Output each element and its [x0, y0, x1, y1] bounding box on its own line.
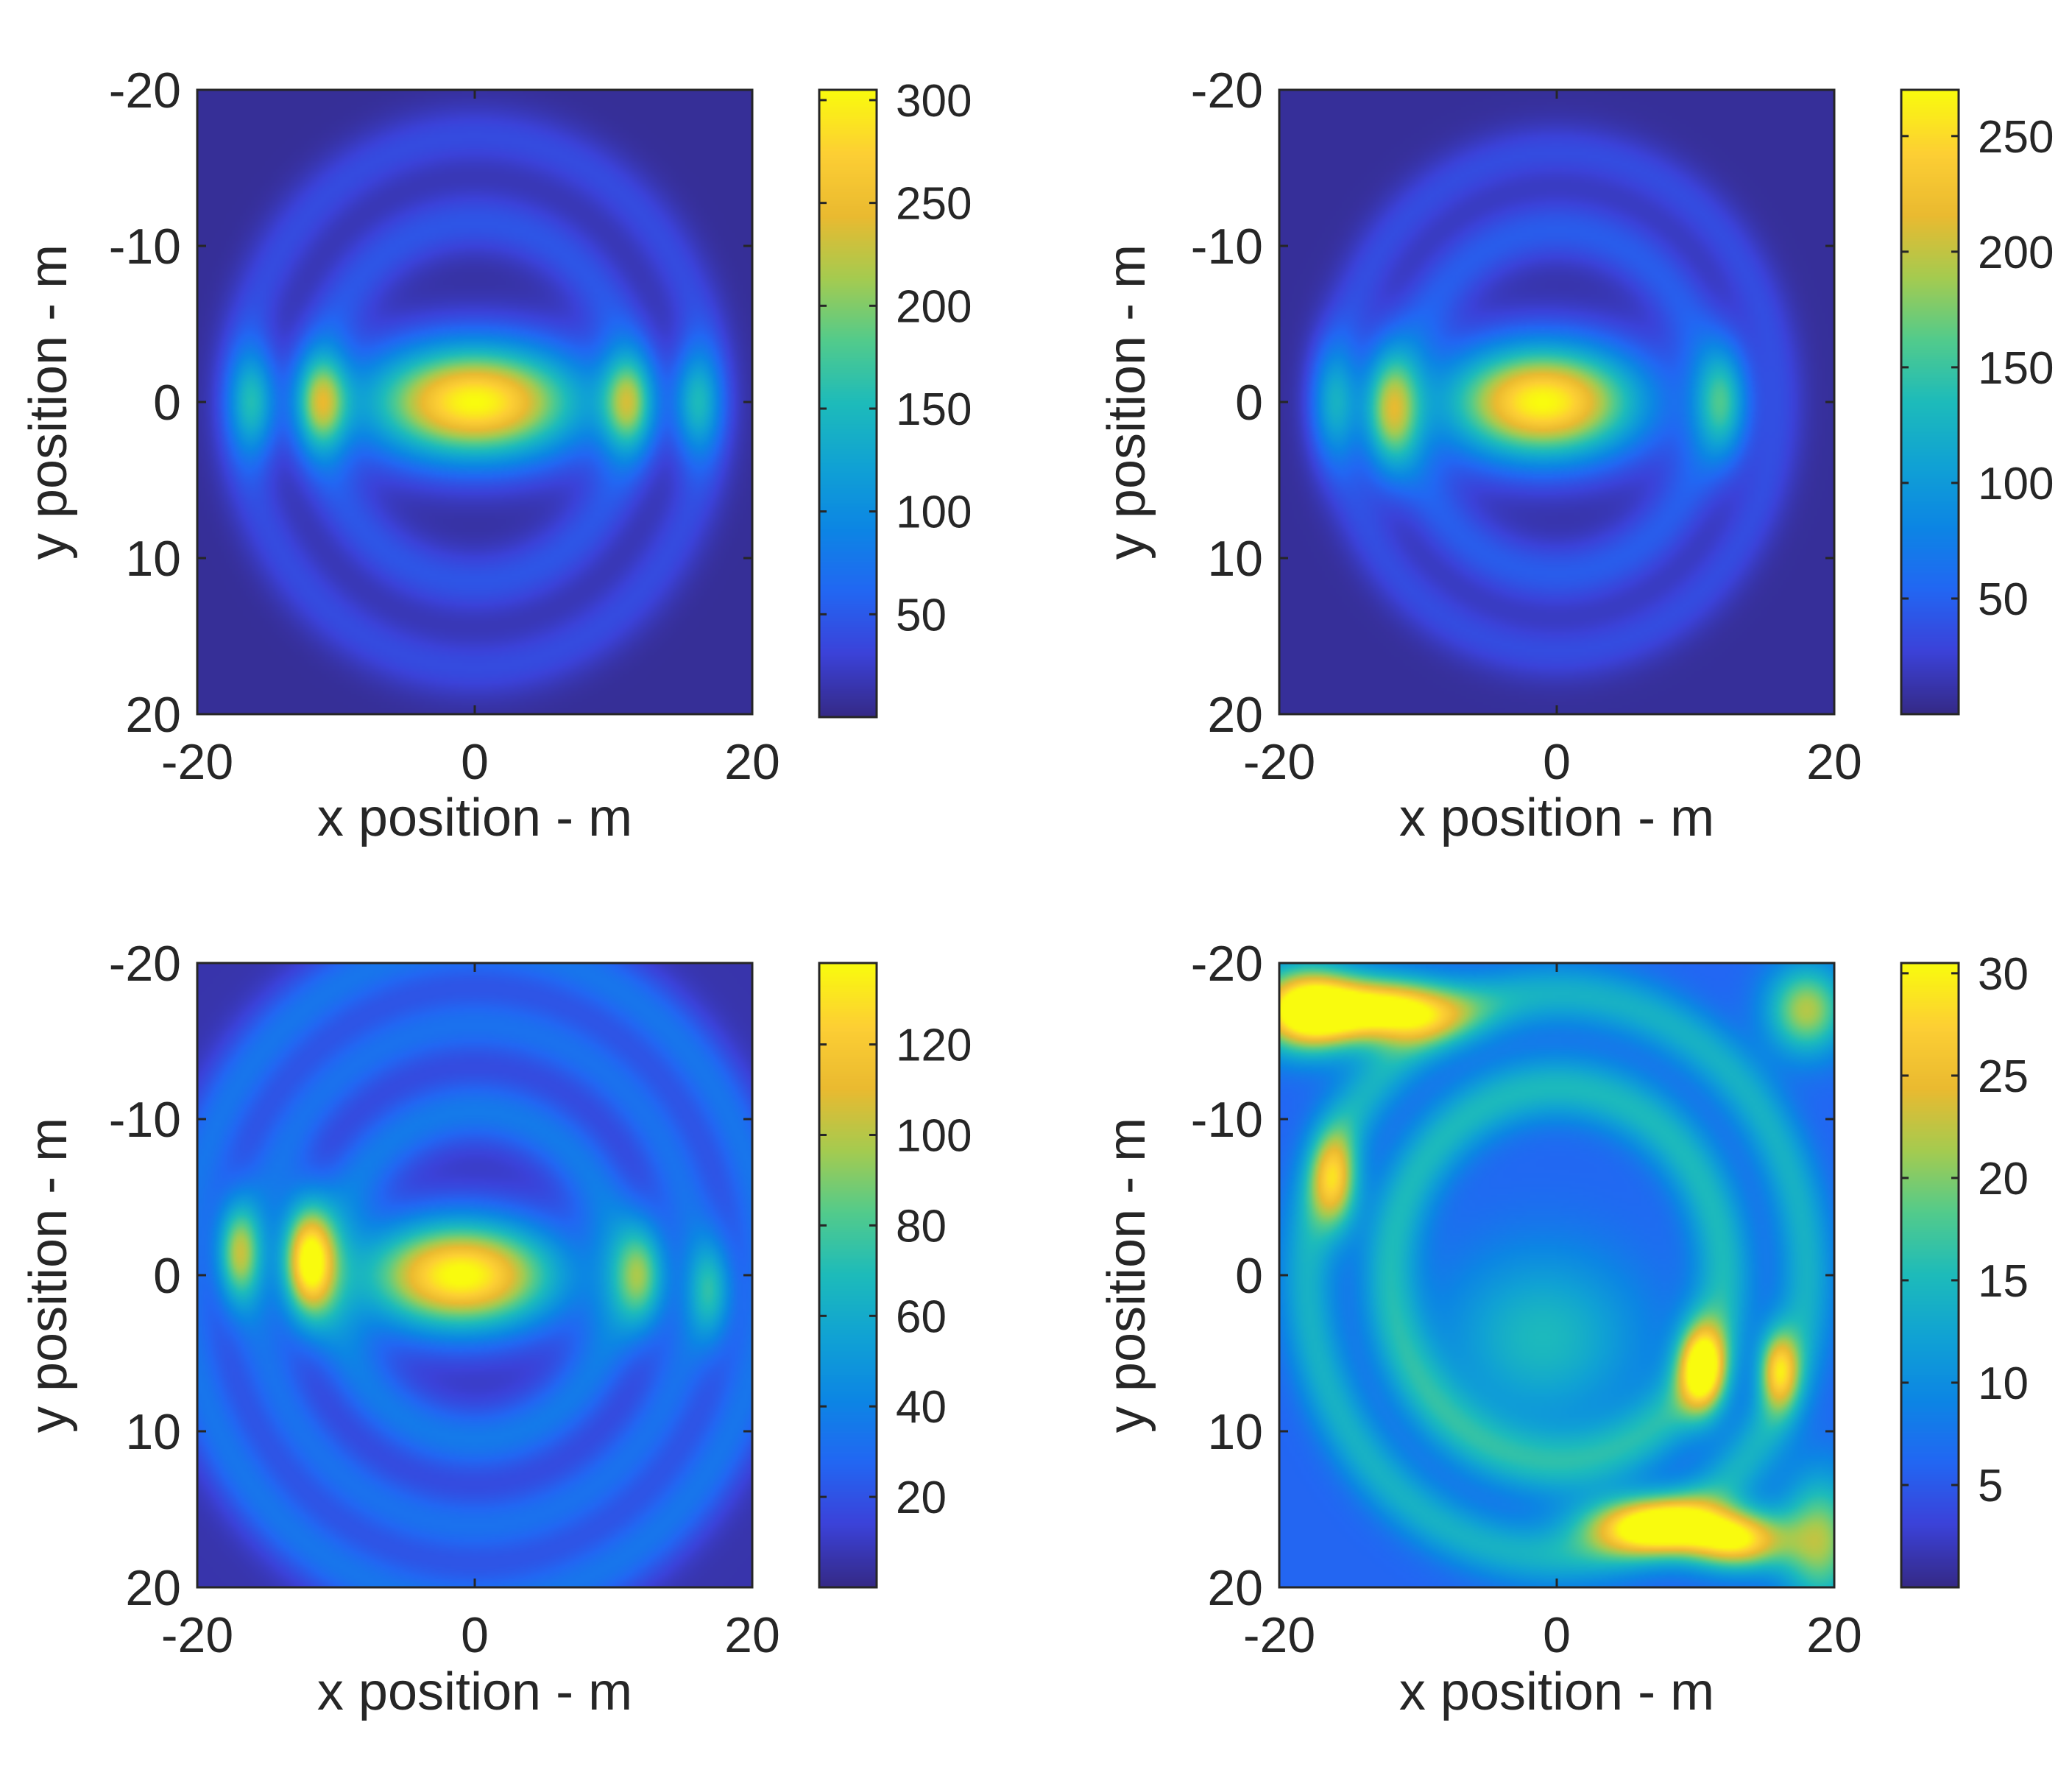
x-tick-label: 20	[1806, 1607, 1862, 1663]
colorbar-tick-label: 120	[896, 1020, 972, 1071]
colorbar-tick-label: 60	[896, 1291, 947, 1342]
y-tick-label: -10	[109, 1092, 181, 1148]
y-tick-label: 10	[125, 531, 181, 587]
colorbar-box	[818, 962, 878, 1589]
y-tick-label: -20	[109, 936, 181, 992]
x-tick-label: -20	[1243, 734, 1315, 790]
x-axis-label: x position - m	[317, 789, 632, 847]
y-tick-label: 0	[1235, 375, 1263, 431]
colorbar-tick-label: 300	[896, 76, 972, 127]
y-tick-label: -20	[1191, 63, 1263, 119]
colorbar-tick-label: 50	[1978, 574, 2029, 625]
y-tick-label: 10	[1207, 531, 1263, 587]
y-axis-label: y position - m	[1097, 1118, 1156, 1433]
heatmap-image	[1279, 963, 1834, 1587]
colorbar-box	[1900, 962, 1960, 1589]
x-tick-label: -20	[161, 734, 233, 790]
colorbar-gradient	[819, 90, 877, 717]
y-tick-label: -10	[1191, 1092, 1263, 1148]
y-tick-label: -20	[1191, 936, 1263, 992]
x-tick-label: -20	[1243, 1607, 1315, 1663]
x-axis-label: x position - m	[1399, 789, 1714, 847]
colorbar-gradient	[819, 963, 877, 1587]
colorbar: 50 100 150 200 250	[1900, 88, 2054, 716]
y-tick-label: 20	[1207, 687, 1263, 743]
colorbar-tick-label: 150	[1978, 343, 2054, 394]
colorbar-tick-label: 20	[1978, 1154, 2029, 1205]
x-tick-label: 20	[724, 734, 780, 790]
colorbar-tick-label: 200	[1978, 228, 2054, 278]
y-tick-label: 20	[125, 1560, 181, 1616]
colorbar-tick-label: 30	[1978, 949, 2029, 1000]
colorbar-tick-label: 100	[1978, 459, 2054, 509]
x-axis-label: x position - m	[317, 1662, 632, 1721]
x-tick-label: 0	[1543, 734, 1571, 790]
x-tick-label: 20	[1806, 734, 1862, 790]
colorbar-tick-label: 40	[896, 1382, 947, 1433]
colorbar-tick-label: 5	[1978, 1461, 2003, 1512]
y-tick-label: 10	[1207, 1404, 1263, 1460]
y-tick-label: 0	[1235, 1248, 1263, 1304]
y-tick-label: 10	[125, 1404, 181, 1460]
colorbar-box	[1900, 88, 1960, 716]
colorbar-tick-label: 15	[1978, 1256, 2029, 1307]
colorbar-tick-label: 10	[1978, 1358, 2029, 1409]
heatmap-image	[197, 963, 752, 1587]
y-axis-label: y position - m	[1097, 244, 1156, 560]
y-axis-label: y position - m	[19, 1118, 78, 1433]
colorbar-tick-label: 25	[1978, 1051, 2029, 1102]
colorbar: 50 100 150 200 250 300	[818, 76, 972, 719]
colorbar-box	[818, 88, 878, 719]
y-tick-label: 20	[125, 687, 181, 743]
colorbar-tick-label: 20	[896, 1472, 947, 1523]
colorbar-tick-label: 100	[896, 1111, 972, 1162]
colorbar-gradient	[1901, 963, 1959, 1587]
heatmap-image	[197, 90, 752, 714]
y-tick-label: 0	[153, 375, 181, 431]
y-axis-label: y position - m	[19, 244, 78, 560]
colorbar-tick-label: 250	[1978, 112, 2054, 163]
y-tick-label: -10	[109, 219, 181, 275]
heatmap-image	[1279, 90, 1834, 714]
y-tick-label: -20	[109, 63, 181, 119]
y-tick-label: 20	[1207, 1560, 1263, 1616]
y-tick-label: 0	[153, 1248, 181, 1304]
colorbar-tick-label: 150	[896, 384, 972, 435]
colorbar-tick-label: 50	[896, 590, 947, 641]
y-tick-label: -10	[1191, 219, 1263, 275]
x-tick-label: 0	[1543, 1607, 1571, 1663]
colorbar-tick-label: 80	[896, 1201, 947, 1252]
x-tick-label: -20	[161, 1607, 233, 1663]
colorbar: 20 40 60 80 100 120	[818, 962, 972, 1589]
x-axis-label: x position - m	[1399, 1662, 1714, 1721]
colorbar-gradient	[1901, 90, 1959, 714]
colorbar-tick-label: 250	[896, 179, 972, 230]
colorbar-tick-label: 200	[896, 281, 972, 332]
x-tick-label: 0	[461, 734, 489, 790]
x-tick-label: 0	[461, 1607, 489, 1663]
colorbar: 5 10 15 20 25 30	[1900, 949, 2029, 1589]
colorbar-tick-label: 100	[896, 487, 972, 538]
x-tick-label: 20	[724, 1607, 780, 1663]
